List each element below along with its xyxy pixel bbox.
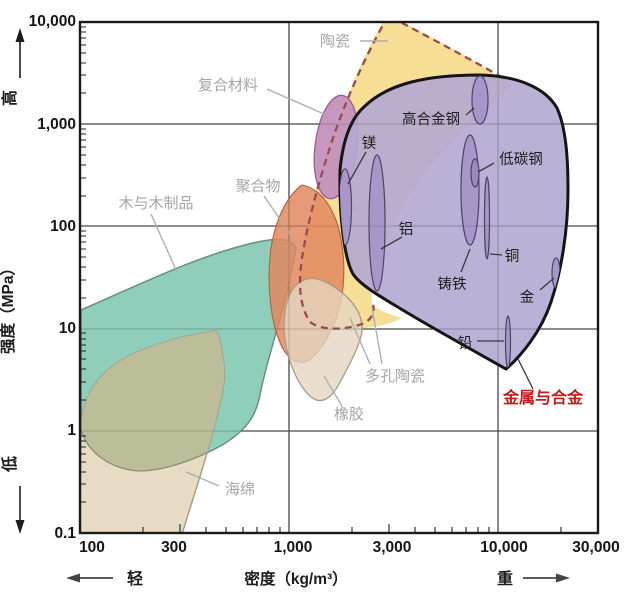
x-axis-ticks [142,524,562,533]
leader-wood [150,213,178,273]
y-axis-ticks [80,26,86,503]
y-tick-0p1: 0.1 [54,525,76,542]
ceramics-dash-right [397,22,506,80]
y-axis-title: 强度（MPa） [0,260,17,354]
y-high-label: 高 [0,90,19,106]
label-rubber: 橡胶 [334,406,364,423]
label-high-alloy-steel: 高合金钢 [402,111,460,128]
ellipse-aluminum [368,154,386,292]
ellipse-gold [551,257,561,289]
x-tick-100: 100 [79,539,105,556]
leader-aluminum [380,236,403,250]
label-lead: 铅 [458,335,473,352]
leader-lines [150,40,555,487]
label-low-carbon-steel: 低碳钢 [499,151,543,168]
label-metals-alloys: 金属与合金 [502,388,584,407]
x-left-arrow [66,573,113,583]
ellipse-cast-iron [460,134,480,246]
x-tick-300: 300 [161,539,187,556]
label-gold: 金 [520,289,535,306]
region-sponge-wood-overlap [81,331,225,471]
label-copper: 铜 [505,248,520,265]
y-tick-100: 100 [50,218,76,235]
y-tick-10000: 10,000 [29,13,76,30]
leader-cast-iron [460,248,471,273]
axis-annotations: 强度（MPa） 高 低 密度（kg/m³） 轻 重 [0,28,570,588]
leader-copper [489,253,503,256]
y-tick-10: 10 [59,320,76,337]
ellipse-high-alloy-steel [471,75,489,125]
label-polymers: 聚合物 [235,178,280,195]
leader-metals-alloys [517,358,534,390]
x-tick-10000: 10,000 [480,539,527,556]
label-cast-iron: 铸铁 [438,276,467,293]
ellipse-low-carbon-steel [470,158,480,188]
leader-porous-ceramics-2 [371,307,383,365]
ellipse-lead [504,315,512,369]
leader-sponge [185,471,220,487]
ceramics-dash-left [298,22,386,330]
x-tick-labels: 100 300 1,000 3,000 10,000 30,000 [79,539,620,556]
x-tick-3000: 3,000 [373,539,412,556]
region-labels: 陶瓷 复合材料 聚合物 木与木制品 多孔陶瓷 橡胶 海绵 高合金钢 镁 低碳钢 … [118,33,584,498]
label-composites: 复合材料 [198,76,258,94]
plot-frame [78,20,600,535]
ellipse-copper [483,176,491,260]
gridlines-overlay [80,22,598,533]
leader-composites [266,88,325,115]
wood-outline-in-sponge [80,331,225,472]
leader-polymers [263,195,296,242]
x-axis-title: 密度（kg/m³） [244,569,347,588]
region-metals-alloys [338,73,570,371]
leader-rubber [323,375,343,407]
label-sponge: 海绵 [225,481,255,498]
label-porous-ceramics: 多孔陶瓷 [365,368,425,385]
y-down-arrow [15,486,25,534]
ceramics-dashed-border [298,22,506,330]
y-low-label: 低 [0,456,19,473]
y-tick-labels: 10,000 1,000 100 10 1 0.1 [29,13,77,542]
leader-magnesium [347,151,367,185]
y-tick-1000: 1,000 [37,116,76,133]
leader-low-carbon-steel [477,162,495,173]
regions-layer [80,22,570,533]
leader-porous-ceramics-1 [349,317,371,365]
region-rubber [283,277,363,402]
leader-gold [539,277,555,291]
x-tick-1000: 1,000 [274,539,313,556]
y-up-arrow [15,28,25,78]
axis-minor-ticks [80,26,562,533]
y-tick-1: 1 [67,422,76,439]
label-magnesium: 镁 [362,135,377,152]
label-ceramics: 陶瓷 [320,33,350,50]
label-wood: 木与木制品 [118,195,193,212]
label-aluminum: 铝 [399,221,414,238]
x-light-label: 轻 [127,569,143,588]
x-right-arrow [523,573,570,583]
x-heavy-label: 重 [497,569,513,588]
leader-high-alloy-steel [465,107,475,116]
x-tick-30000: 30,000 [572,539,619,556]
